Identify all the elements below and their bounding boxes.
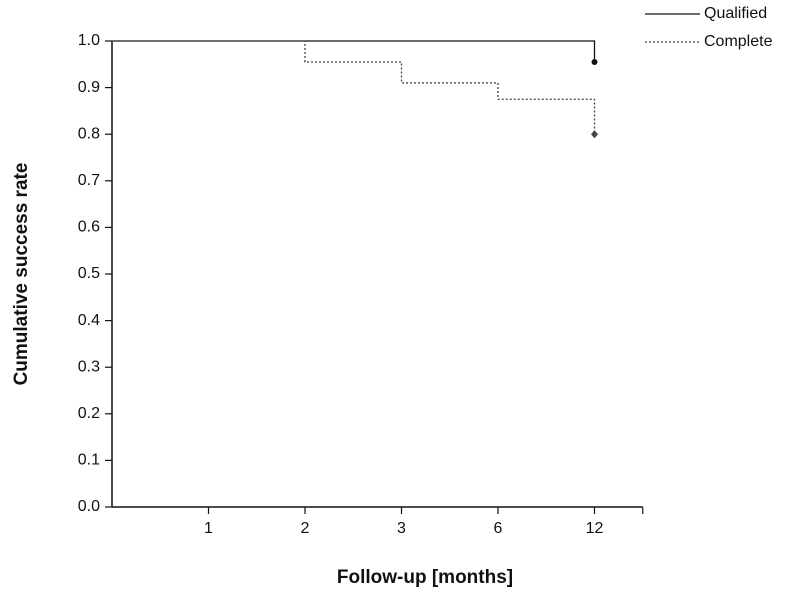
- y-tick-label: 0.2: [78, 405, 100, 422]
- x-tick-label: 6: [494, 520, 503, 537]
- end-marker: [591, 58, 598, 65]
- x-tick-label: 3: [397, 520, 406, 537]
- y-tick-label: 1.0: [78, 32, 100, 49]
- legend-label: Qualified: [704, 5, 767, 22]
- y-tick-label: 0.8: [78, 125, 100, 142]
- y-tick-label: 0.3: [78, 358, 100, 375]
- end-marker: [591, 130, 598, 139]
- y-tick-label: 0.4: [78, 312, 100, 329]
- y-tick-label: 0.9: [78, 79, 100, 96]
- step-line: [112, 40, 596, 135]
- y-tick-label: 0.1: [78, 452, 100, 469]
- y-axis-title: Cumulative success rate: [11, 163, 32, 386]
- y-tick-label: 0.0: [78, 498, 100, 515]
- x-tick-label: 12: [586, 520, 604, 537]
- y-tick-label: 0.5: [78, 265, 100, 282]
- step-line: [112, 40, 596, 62]
- y-tick-label: 0.7: [78, 172, 100, 189]
- x-axis-title: Follow-up [months]: [337, 567, 513, 588]
- y-tick-label: 0.6: [78, 219, 100, 236]
- x-tick-label: 1: [204, 520, 213, 537]
- x-tick-label: 2: [301, 520, 310, 537]
- legend-label: Complete: [704, 33, 773, 50]
